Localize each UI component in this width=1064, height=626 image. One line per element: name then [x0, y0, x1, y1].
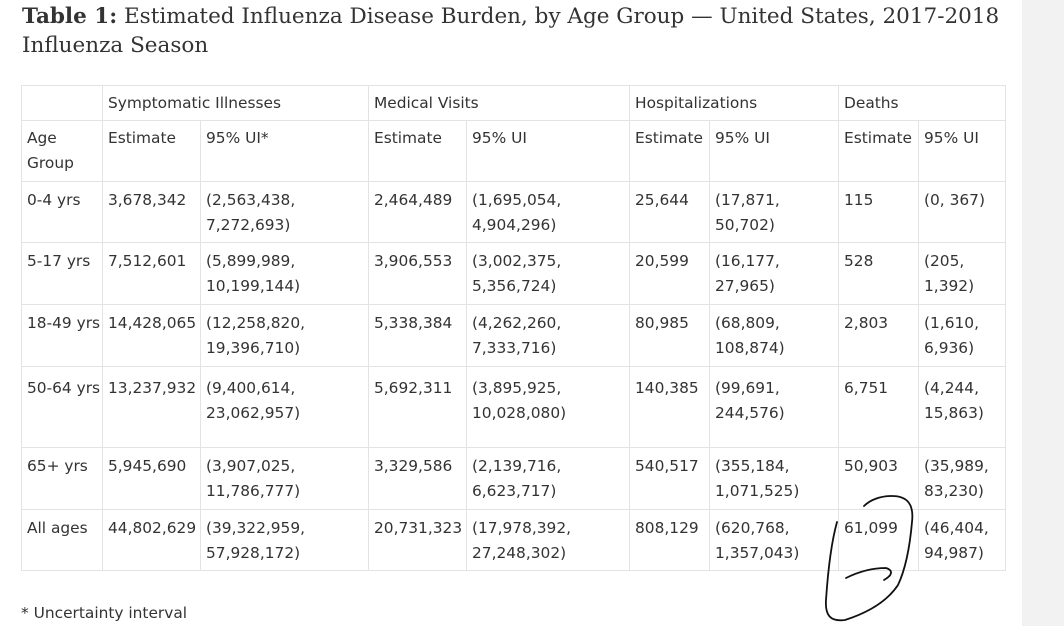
footnote: * Uncertainty interval [21, 604, 188, 622]
illness-estimate-cell: 5,945,690 [102, 447, 201, 510]
table-title: Table 1: Estimated Influenza Disease Bur… [22, 2, 1012, 60]
deaths-ui-cell: (35,989, 83,230) [918, 447, 1007, 510]
age-group-cell: 5-17 yrs [21, 242, 103, 305]
illness-ui-cell: (9,400,614, 23,062,957) [200, 366, 369, 448]
table-row: 18-49 yrs 14,428,065 (12,258,820, 19,396… [21, 304, 1007, 367]
age-group-cell: 65+ yrs [21, 447, 103, 510]
visits-estimate-header: Estimate [368, 120, 467, 182]
deaths-estimate-cell: 115 [838, 181, 920, 243]
corner-cell [21, 85, 103, 121]
visits-estimate-cell: 3,329,586 [368, 447, 467, 510]
visits-estimate-cell: 5,692,311 [368, 366, 467, 448]
group-header-hospitalizations: Hospitalizations [629, 85, 840, 121]
deaths-ui-cell: (46,404, 94,987) [918, 509, 1007, 571]
deaths-ui-cell: (205, 1,392) [918, 242, 1007, 305]
visits-ui-cell: (17,978,392, 27,248,302) [465, 509, 631, 571]
table-row: 5-17 yrs 7,512,601 (5,899,989, 10,199,14… [21, 242, 1007, 305]
visits-ui-cell: (2,139,716, 6,623,717) [465, 447, 631, 510]
deaths-ui-cell: (0, 367) [918, 181, 1007, 243]
table-row: 0-4 yrs 3,678,342 (2,563,438, 7,272,693)… [21, 181, 1007, 243]
hospitalizations-estimate-header: Estimate [629, 120, 711, 182]
illness-estimate-cell: 44,802,629 [102, 509, 201, 571]
illness-ui-cell: (5,899,989, 10,199,144) [200, 242, 369, 305]
group-header-medical-visits: Medical Visits [367, 85, 631, 121]
visits-estimate-cell: 5,338,384 [368, 304, 467, 367]
visits-ui-cell: (1,695,054, 4,904,296) [465, 181, 631, 243]
deaths-estimate-cell: 6,751 [838, 366, 920, 448]
hospitalizations-estimate-cell: 540,517 [629, 447, 711, 510]
illness-ui-header: 95% UI* [200, 120, 369, 182]
hospitalizations-estimate-cell: 140,385 [629, 366, 711, 448]
deaths-estimate-cell: 528 [838, 242, 920, 305]
illness-ui-cell: (2,563,438, 7,272,693) [200, 181, 369, 243]
hospitalizations-ui-cell: (68,809, 108,874) [709, 304, 840, 367]
age-group-cell: All ages [21, 509, 103, 571]
age-group-cell: 0-4 yrs [21, 181, 103, 243]
visits-ui-header: 95% UI [465, 120, 631, 182]
hospitalizations-estimate-cell: 20,599 [629, 242, 711, 305]
hospitalizations-estimate-cell: 80,985 [629, 304, 711, 367]
deaths-ui-cell: (4,244, 15,863) [918, 366, 1007, 448]
table-title-text: Estimated Influenza Disease Burden, by A… [22, 4, 1000, 58]
hospitalizations-ui-cell: (620,768, 1,357,043) [709, 509, 840, 571]
hospitalizations-ui-cell: (16,177, 27,965) [709, 242, 840, 305]
table-row: 65+ yrs 5,945,690 (3,907,025, 11,786,777… [21, 447, 1007, 510]
hospitalizations-ui-cell: (17,871, 50,702) [709, 181, 840, 243]
table-row: 50-64 yrs 13,237,932 (9,400,614, 23,062,… [21, 366, 1007, 448]
table-row: All ages 44,802,629 (39,322,959, 57,928,… [21, 509, 1007, 571]
visits-ui-cell: (4,262,260, 7,333,716) [465, 304, 631, 367]
illness-estimate-cell: 3,678,342 [102, 181, 201, 243]
right-gutter [1022, 0, 1064, 626]
hospitalizations-ui-cell: (355,184, 1,071,525) [709, 447, 840, 510]
visits-estimate-cell: 3,906,553 [368, 242, 467, 305]
group-header-symptomatic-illnesses: Symptomatic Illnesses [102, 85, 369, 121]
group-header-deaths: Deaths [838, 85, 1007, 121]
age-group-header: Age Group [21, 120, 103, 182]
deaths-estimate-cell: 61,099 [838, 509, 920, 571]
table-title-label: Table 1: [22, 4, 118, 29]
hospitalizations-ui-cell: (99,691, 244,576) [709, 366, 840, 448]
age-group-cell: 18-49 yrs [21, 304, 103, 367]
sub-header-row: Age Group Estimate 95% UI* Estimate 95% … [21, 120, 1007, 182]
visits-ui-cell: (3,002,375, 5,356,724) [465, 242, 631, 305]
group-header-row: Symptomatic Illnesses Medical Visits Hos… [21, 85, 1007, 121]
burden-table: Symptomatic Illnesses Medical Visits Hos… [21, 85, 1007, 571]
visits-ui-cell: (3,895,925, 10,028,080) [465, 366, 631, 448]
visits-estimate-cell: 20,731,323 [368, 509, 467, 571]
age-group-cell: 50-64 yrs [21, 366, 103, 448]
deaths-ui-cell: (1,610, 6,936) [918, 304, 1007, 367]
hospitalizations-estimate-cell: 808,129 [629, 509, 711, 571]
hospitalizations-estimate-cell: 25,644 [629, 181, 711, 243]
illness-ui-cell: (39,322,959, 57,928,172) [200, 509, 369, 571]
illness-estimate-cell: 14,428,065 [102, 304, 201, 367]
illness-ui-cell: (12,258,820, 19,396,710) [200, 304, 369, 367]
deaths-ui-header: 95% UI [918, 120, 1007, 182]
illness-estimate-header: Estimate [102, 120, 201, 182]
deaths-estimate-cell: 2,803 [838, 304, 920, 367]
illness-estimate-cell: 13,237,932 [102, 366, 201, 448]
deaths-estimate-header: Estimate [838, 120, 920, 182]
illness-estimate-cell: 7,512,601 [102, 242, 201, 305]
deaths-estimate-cell: 50,903 [838, 447, 920, 510]
visits-estimate-cell: 2,464,489 [368, 181, 467, 243]
illness-ui-cell: (3,907,025, 11,786,777) [200, 447, 369, 510]
hospitalizations-ui-header: 95% UI [709, 120, 840, 182]
